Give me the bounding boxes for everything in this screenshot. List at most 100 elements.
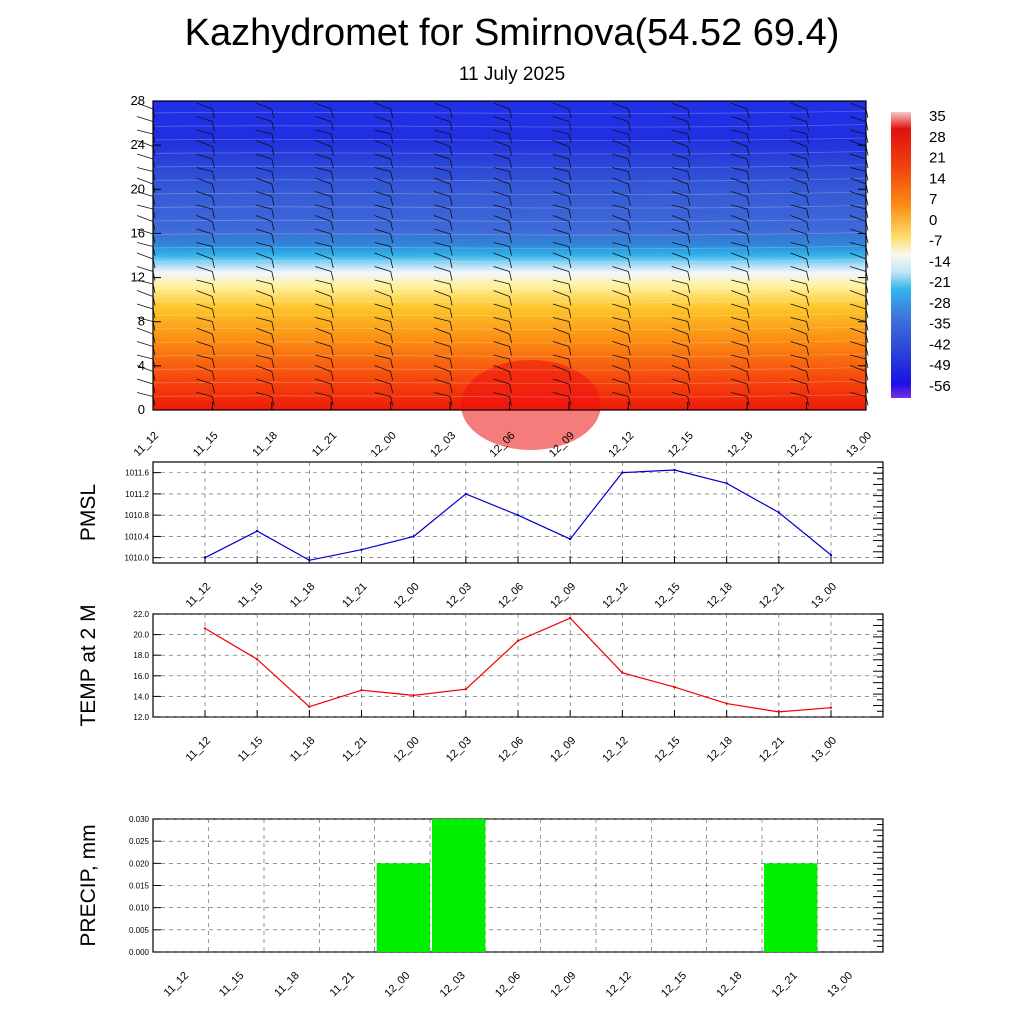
wind-barb-staff <box>687 196 691 206</box>
y-axis-label: PRECIP, mm <box>77 824 100 946</box>
wind-barb <box>433 153 451 160</box>
wind-barb-staff <box>806 233 809 244</box>
data-point <box>621 471 624 474</box>
wind-barb <box>849 392 867 397</box>
wind-barb <box>790 365 807 372</box>
wind-barb-staff <box>212 246 215 256</box>
wind-barb <box>493 129 510 135</box>
wind-barb <box>315 102 332 110</box>
wind-barb <box>671 228 688 235</box>
wind-barb-staff <box>271 196 275 206</box>
wind-barb-staff <box>390 296 394 306</box>
contour-line <box>152 205 867 209</box>
wind-barb <box>196 266 213 272</box>
temperature-cross-section-panel: 0 4 8 12 16 20 24 28 11_12 11_15 11_18 11_21 12_00 12… <box>131 93 951 460</box>
wind-barb-staff <box>449 108 453 119</box>
colorbar-label: -7 <box>929 233 942 250</box>
wind-barb <box>433 116 451 122</box>
wind-barb <box>731 242 748 247</box>
wind-barb <box>790 177 807 185</box>
wind-barb-staff <box>212 158 215 169</box>
precip-bar <box>376 863 430 952</box>
wind-barb-staff <box>806 308 809 319</box>
wind-barb-staff <box>449 146 453 156</box>
wind-barb-staff <box>568 296 572 306</box>
wind-barb-staff <box>806 283 809 294</box>
wind-barb <box>493 204 510 210</box>
wind-barb-staff <box>568 358 572 369</box>
contour-line <box>152 286 867 290</box>
wind-barb <box>374 365 391 372</box>
x-tick-label: 11_21 <box>310 430 340 460</box>
wind-barb <box>731 290 748 297</box>
wind-barb-staff <box>627 158 631 169</box>
wind-barb-staff <box>390 108 394 119</box>
wind-barb-staff <box>271 371 275 381</box>
y-tick-label: 16.0 <box>133 672 149 681</box>
wind-barb-staff <box>627 146 631 156</box>
wind-barb <box>552 102 570 110</box>
wind-barb-staff <box>746 271 750 281</box>
wind-barb <box>433 341 451 347</box>
wind-barb-staff <box>687 371 691 381</box>
wind-barb-staff <box>212 133 215 144</box>
wind-barb-staff <box>330 258 334 269</box>
wind-barb-staff <box>568 171 572 181</box>
wind-barb <box>255 167 272 172</box>
wind-barb-staff <box>509 283 512 294</box>
contour-line <box>152 178 867 182</box>
wind-barb-staff <box>390 121 394 131</box>
wind-barb-staff <box>746 383 750 394</box>
wind-barb <box>671 167 688 172</box>
wind-barb <box>731 252 748 260</box>
x-tick-label: 13_00 <box>844 430 874 460</box>
wind-barb <box>849 303 867 310</box>
data-point <box>412 694 415 697</box>
x-tick-label: 11_21 <box>328 970 358 1000</box>
wind-barb <box>790 266 807 272</box>
wind-barb <box>552 153 570 160</box>
wind-barb <box>849 191 867 197</box>
wind-barb-staff <box>568 321 572 331</box>
wind-barb-staff <box>212 271 215 281</box>
wind-barb-staff <box>746 108 750 119</box>
wind-barb <box>315 290 332 297</box>
wind-barb-staff <box>509 121 512 131</box>
x-tick-label: 12_12 <box>600 581 630 611</box>
wind-barb-staff <box>627 371 631 381</box>
x-tick-label: 12_00 <box>369 430 399 460</box>
wind-barb <box>612 242 629 247</box>
wind-barb <box>612 228 629 235</box>
wind-barb-staff <box>509 108 512 119</box>
colorbar-label: 21 <box>929 150 946 167</box>
wind-barb <box>493 167 510 172</box>
wind-barb-staff <box>627 346 631 356</box>
wind-barb <box>671 242 688 247</box>
wind-barb-staff <box>509 233 512 244</box>
wind-barb <box>671 129 688 135</box>
wind-barb <box>493 177 510 185</box>
wind-barb-staff <box>746 371 750 381</box>
wind-barb <box>315 167 332 172</box>
wind-barb-staff <box>806 108 809 119</box>
x-tick-label: 12_18 <box>725 430 755 460</box>
y-tick-label: 1010.8 <box>125 511 150 520</box>
wind-barb <box>255 215 272 222</box>
wind-barb-staff <box>390 221 394 231</box>
wind-barb <box>196 153 213 160</box>
wind-barb <box>493 327 510 335</box>
wind-barb <box>612 303 629 310</box>
colorbar-label: -42 <box>929 336 951 353</box>
wind-barb-staff <box>330 358 334 369</box>
wind-barb <box>493 266 510 272</box>
wind-barb <box>493 279 510 285</box>
wind-barb-staff <box>271 258 275 269</box>
wind-barb-staff <box>390 396 394 406</box>
wind-barb <box>196 116 213 122</box>
wind-barb-staff <box>271 121 275 131</box>
wind-barb-staff <box>687 233 691 244</box>
wind-barb-staff <box>390 283 394 294</box>
y-tick-label: 18.0 <box>133 651 149 660</box>
wind-barb-staff <box>390 258 394 269</box>
wind-barb-staff <box>212 183 215 194</box>
